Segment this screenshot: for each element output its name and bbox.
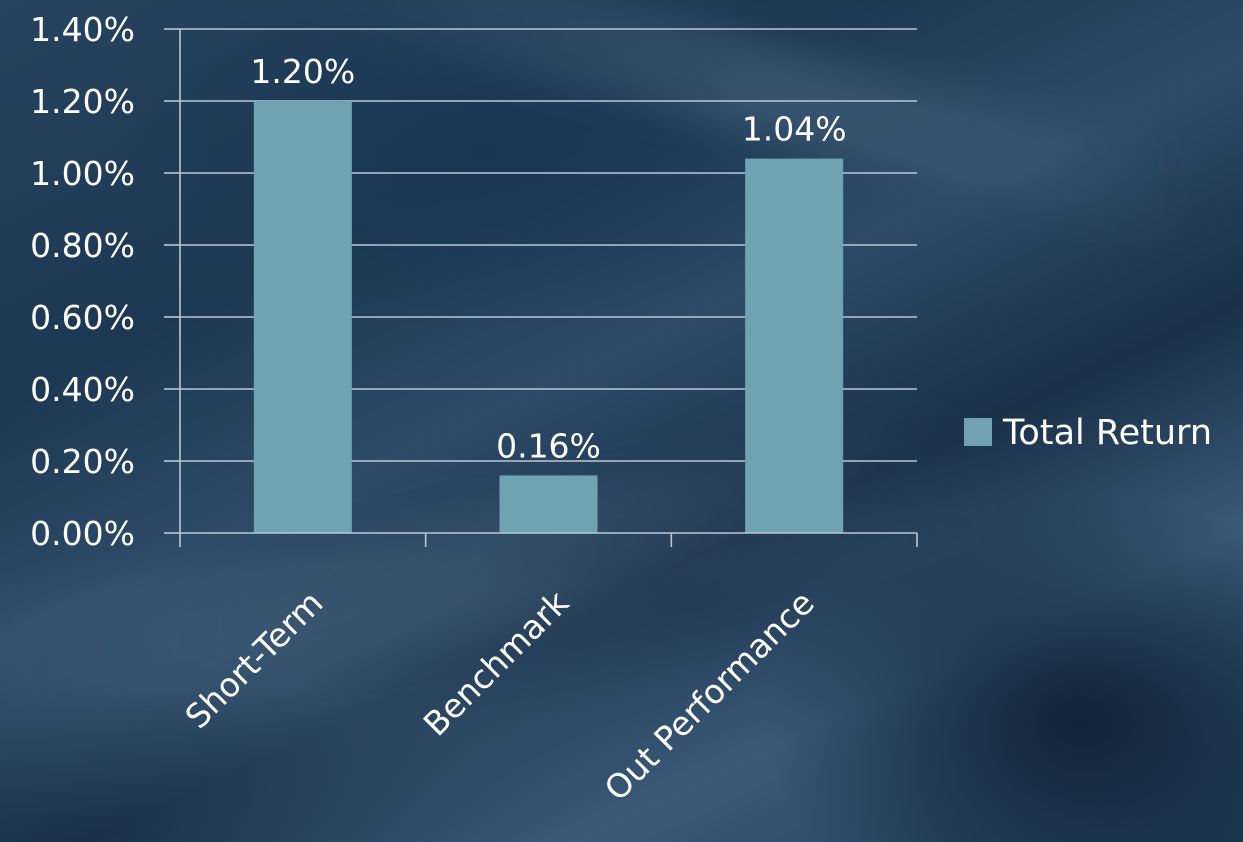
- bar: [253, 101, 352, 533]
- data-label: 1.04%: [742, 110, 847, 149]
- data-label: 1.20%: [250, 52, 355, 91]
- legend-label: Total Return: [1002, 413, 1212, 453]
- bars: [253, 101, 844, 533]
- x-tick-label: Out Performance: [597, 583, 822, 808]
- legend: Total Return: [964, 413, 1212, 453]
- y-tick-label: 1.20%: [30, 82, 135, 121]
- data-label: 0.16%: [496, 426, 601, 465]
- x-tick-label: Benchmark: [416, 582, 577, 743]
- x-tick-label: Short-Term: [177, 583, 330, 736]
- y-tick-label: 0.80%: [30, 226, 135, 265]
- labels: 0.00% 0.20% 0.40% 0.60% 0.80% 1.00% 1.20% 1.40%…: [30, 10, 846, 808]
- axes: [164, 28, 918, 547]
- y-tick-label: 0.20%: [30, 442, 135, 481]
- y-tick-label: 0.40%: [30, 370, 135, 409]
- y-tick-label: 0.00%: [30, 514, 135, 553]
- y-tick-label: 0.60%: [30, 298, 135, 337]
- bar: [745, 158, 844, 533]
- bar: [499, 475, 598, 533]
- y-tick-label: 1.40%: [30, 10, 135, 49]
- legend-swatch: [964, 418, 992, 446]
- y-tick-label: 1.00%: [30, 154, 135, 193]
